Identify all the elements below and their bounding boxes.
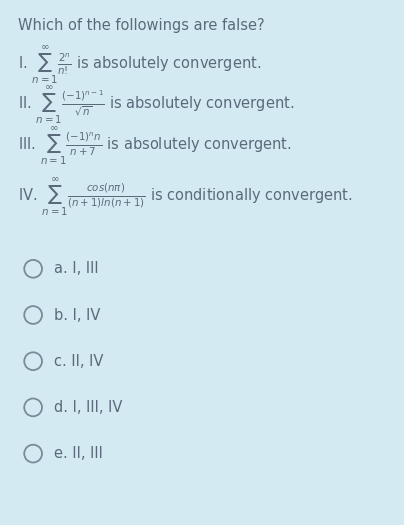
Text: Which of the followings are false?: Which of the followings are false?: [18, 18, 265, 34]
Text: I. $\sum_{n=1}^{\infty} \frac{2^n}{n!}$ is absolutely convergent.: I. $\sum_{n=1}^{\infty} \frac{2^n}{n!}$ …: [18, 45, 261, 87]
Text: II. $\sum_{n=1}^{\infty} \frac{(-1)^{n-1}}{\sqrt{n}}$ is absolutely convergent.: II. $\sum_{n=1}^{\infty} \frac{(-1)^{n-1…: [18, 84, 295, 126]
Text: c. II, IV: c. II, IV: [54, 354, 103, 369]
Text: III. $\sum_{n=1}^{\infty} \frac{(-1)^{n}n}{n+7}$ is absolutely convergent.: III. $\sum_{n=1}^{\infty} \frac{(-1)^{n}…: [18, 125, 292, 167]
Text: a. I, III: a. I, III: [54, 261, 99, 276]
Text: b. I, IV: b. I, IV: [54, 308, 101, 322]
Text: d. I, III, IV: d. I, III, IV: [54, 400, 122, 415]
Text: e. II, III: e. II, III: [54, 446, 103, 461]
Text: IV. $\sum_{n=1}^{\infty} \frac{cos(n\pi)}{(n+1)ln(n+1)}$ is conditionally conver: IV. $\sum_{n=1}^{\infty} \frac{cos(n\pi)…: [18, 176, 353, 218]
